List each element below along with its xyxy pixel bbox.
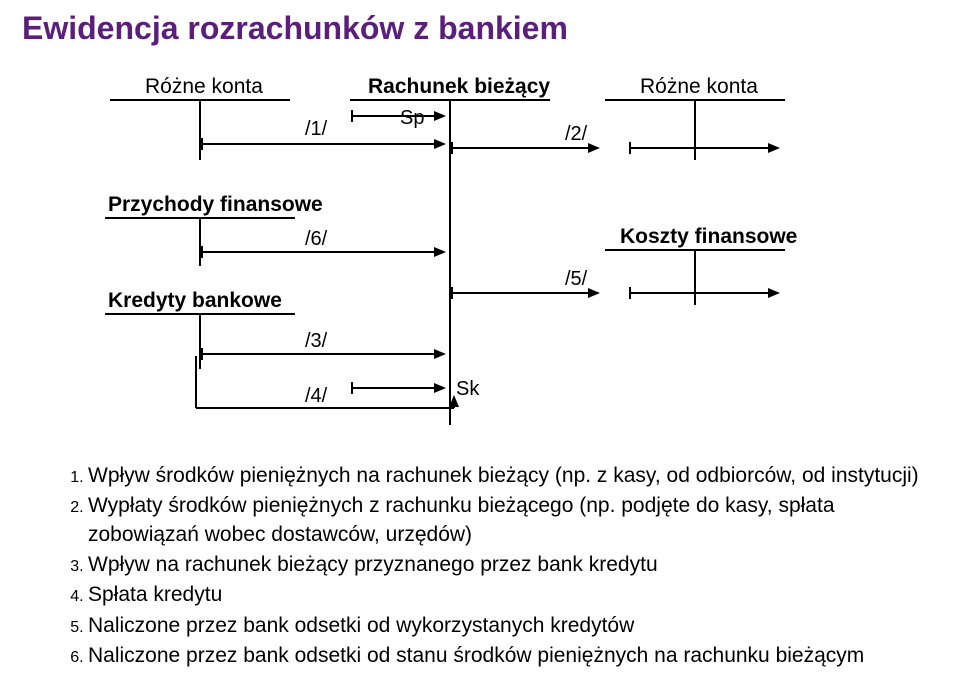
- label-rozne1: Różne konta: [145, 75, 263, 99]
- label-kredyty: Kredyty bankowe: [108, 289, 282, 313]
- explain-item-4: Spłata kredytu: [88, 581, 948, 609]
- explain-item-1: Wpływ środków pieniężnych na rachunek bi…: [88, 462, 948, 490]
- explain-item-6: Naliczone przez bank odsetki od stanu śr…: [88, 642, 948, 670]
- label-l2: /2/: [565, 123, 587, 146]
- label-l4: /4/: [305, 385, 327, 408]
- explain-item-3: Wpływ na rachunek bieżący przyznanego pr…: [88, 551, 948, 579]
- explain-item-5: Naliczone przez bank odsetki od wykorzys…: [88, 612, 948, 640]
- accounting-diagram: [0, 0, 960, 460]
- label-l3: /3/: [305, 330, 327, 353]
- page: Ewidencja rozrachunków z bankiem Różne k…: [0, 0, 960, 696]
- label-sk: Sk: [456, 378, 479, 401]
- label-l1: /1/: [305, 118, 327, 141]
- label-l6: /6/: [305, 228, 327, 251]
- label-sp: Sp: [400, 107, 424, 130]
- explanation-list: Wpływ środków pieniężnych na rachunek bi…: [60, 462, 948, 672]
- label-l5: /5/: [565, 268, 587, 291]
- label-rach: Rachunek bieżący: [368, 75, 550, 99]
- label-rozne2: Różne konta: [640, 75, 758, 99]
- label-przych: Przychody finansowe: [108, 193, 323, 217]
- explain-item-2: Wypłaty środków pieniężnych z rachunku b…: [88, 492, 948, 549]
- label-koszty: Koszty finansowe: [620, 225, 797, 249]
